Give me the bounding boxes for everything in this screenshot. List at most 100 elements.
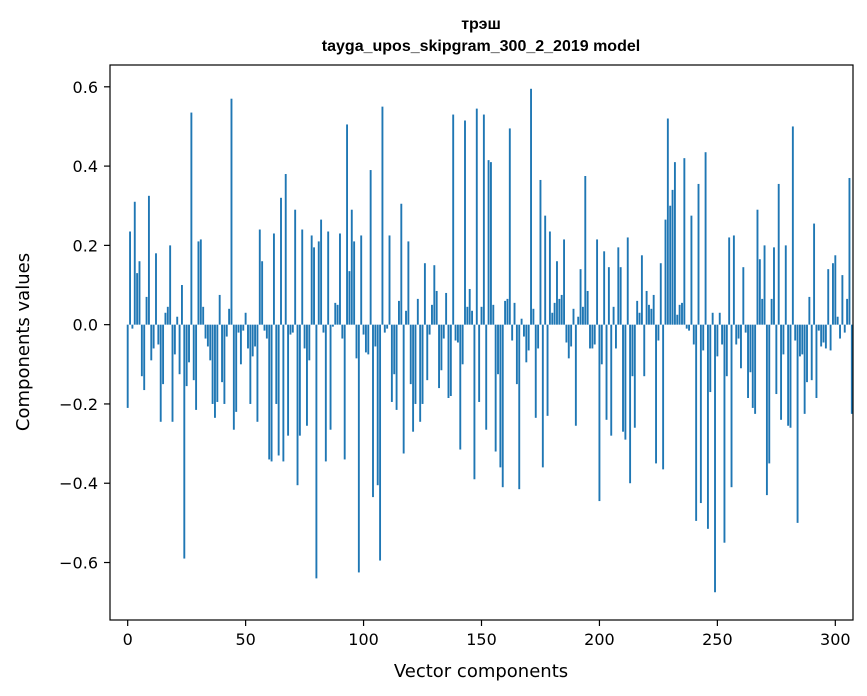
bar-73 [298,324,301,436]
bar-306 [848,177,851,325]
bar-286 [801,324,804,355]
bar-14 [159,324,162,422]
bar-53 [251,324,254,357]
bar-192 [579,269,582,325]
bar-166 [518,324,521,490]
bar-272 [768,324,771,464]
bar-226 [659,263,662,325]
bar-135 [445,292,448,325]
bars-group [126,88,853,593]
bar-95 [350,209,353,325]
x-tick-label: 50 [235,630,255,649]
bar-86 [329,324,332,430]
bar-269 [761,298,764,325]
bar-134 [442,324,445,339]
plot-frame [109,64,854,621]
bar-85 [327,231,330,325]
bar-169 [525,324,528,363]
bar-293 [817,324,820,331]
bar-74 [301,229,304,325]
bar-168 [523,324,525,337]
bar-71 [294,209,297,325]
bar-59 [265,324,268,339]
bar-70 [291,324,294,333]
bar-66 [282,324,285,462]
bar-196 [589,324,591,349]
bar-81 [317,241,320,325]
bar-54 [254,324,257,347]
bar-130 [433,265,436,325]
y-axis-label: Components values [13,253,34,431]
bar-183 [558,298,561,325]
bar-240 [692,324,695,345]
bar-189 [572,308,575,325]
bar-276 [777,183,780,325]
bar-241 [695,324,698,521]
bar-114 [395,324,398,410]
bar-186 [565,324,568,343]
bar-198 [593,324,596,345]
bar-194 [584,176,587,325]
bar-289 [808,296,811,325]
bar-146 [471,310,474,325]
bar-151 [482,114,485,325]
bar-98 [357,324,360,573]
bar-237 [685,324,688,329]
bar-9 [147,195,150,325]
x-tick-label: 100 [348,630,379,649]
bar-227 [662,324,665,470]
bar-6 [140,324,143,377]
bar-42 [225,324,228,337]
bar-287 [803,324,806,414]
bar-184 [560,294,563,325]
bar-111 [388,235,391,325]
bar-177 [544,215,547,325]
bar-229 [666,118,669,325]
bar-88 [334,302,337,325]
bar-100 [362,324,365,335]
bar-180 [551,312,554,325]
bar-79 [313,247,315,325]
bar-58 [263,324,266,331]
x-tick-label: 300 [820,630,851,649]
bar-127 [426,324,429,381]
bar-187 [567,324,570,359]
x-tick-label: 200 [584,630,615,649]
bar-83 [322,324,325,333]
bar-32 [202,306,205,325]
bar-245 [704,152,707,325]
bar-76 [306,324,308,426]
bar-235 [681,302,683,325]
bar-267 [756,209,759,325]
bar-219 [643,324,646,377]
bar-109 [383,324,386,333]
bar-129 [431,304,433,325]
bar-1 [129,231,131,325]
bar-78 [310,235,313,325]
bar-291 [813,223,816,325]
bar-191 [577,316,580,325]
bar-190 [574,324,577,426]
bar-273 [770,298,773,325]
bar-203 [605,324,608,420]
bar-52 [249,324,252,404]
bar-120 [409,324,412,385]
bar-142 [461,324,464,365]
bar-200 [598,324,601,502]
bar-27 [190,112,193,325]
bar-251 [718,312,721,325]
bar-137 [449,324,452,397]
bar-0 [126,324,129,408]
bar-41 [223,324,226,404]
bar-232 [673,162,676,325]
bar-278 [782,324,785,355]
bar-157 [497,324,499,375]
bar-105 [374,324,377,347]
bar-239 [690,215,693,325]
bar-50 [244,312,247,325]
bar-214 [631,324,634,377]
bar-195 [586,290,589,325]
bar-30 [197,241,200,325]
bar-106 [376,324,379,486]
bar-51 [247,324,249,349]
